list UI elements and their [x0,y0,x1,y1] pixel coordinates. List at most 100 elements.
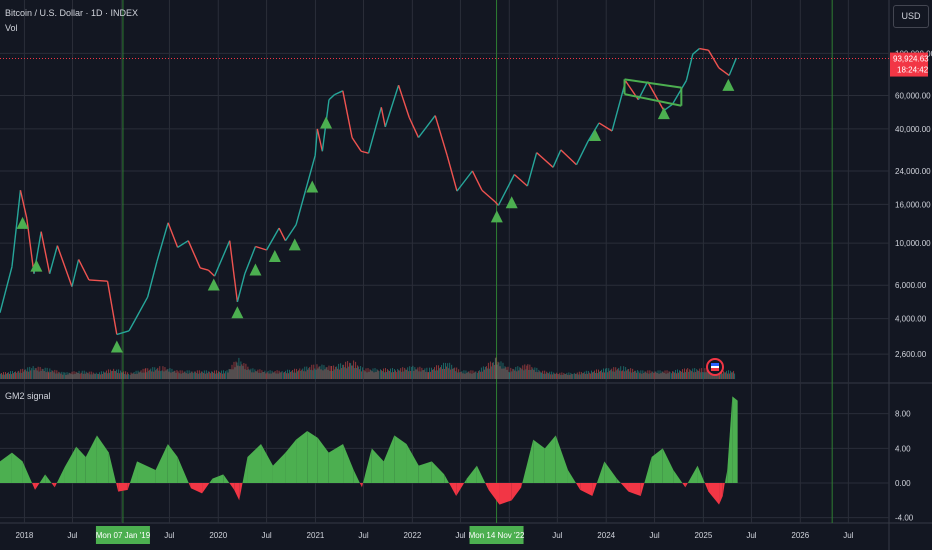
signal-segment [719,483,723,505]
volume-bar [26,371,28,379]
volume-bar [261,370,263,379]
volume-bar [222,373,224,379]
volume-bar [698,371,700,379]
volume-bar [279,372,281,379]
price-tick-label: 6,000.00 [895,281,927,290]
volume-bar [267,370,269,379]
indicator-label[interactable]: GM2 signal [5,391,51,401]
signal-segment [229,483,235,490]
volume-bar [241,364,243,379]
price-tag-value: 93,924.63 [893,55,929,64]
volume-bar [506,369,508,379]
volume-bar [608,368,610,379]
volume-bar [288,373,290,379]
volume-bar [172,371,174,379]
price-segment [560,149,577,166]
volume-bar [454,367,456,379]
volume-bar [663,372,665,379]
volume-bar [27,367,29,379]
volume-bar [58,371,60,379]
crosshair-date-label: Mon 07 Jan '19 [96,531,151,540]
volume-bar [18,370,20,379]
symbol-title[interactable]: Bitcoin / U.S. Dollar · 1D · INDEX [5,8,139,18]
volume-bar [639,373,641,379]
volume-bar [93,373,95,379]
volume-bar [63,372,65,379]
crosshair-date-box [469,526,524,544]
volume-bar [349,362,351,379]
volume-bar [642,370,644,379]
volume-bar [596,369,598,379]
signal-segment [628,483,641,496]
volume-bar [675,373,677,379]
volume-bar [655,371,657,379]
volume-bar [348,366,350,379]
volume-bar [449,362,451,379]
volume-bar [507,366,509,379]
volume-bar [645,371,647,379]
volume-bar [451,364,453,379]
volume-bar [382,368,384,379]
volume-bar [404,367,406,379]
signal-segment [45,474,52,483]
volume-bar [253,372,255,379]
price-segment [295,190,307,225]
volume-bar [647,370,649,379]
volume-bar [413,370,415,379]
volume-bar [621,371,623,379]
volume-bar [363,370,365,379]
volume-bar [66,372,68,379]
volume-bar [201,371,203,379]
volume-bar [122,372,124,379]
volume-bar [228,369,230,379]
volume-label[interactable]: Vol [5,23,18,33]
volume-bar [260,373,262,379]
volume-bar [512,368,514,379]
volume-bar [424,368,426,379]
volume-bar [163,371,165,379]
volume-bar [311,364,313,379]
signal-segment [155,444,168,483]
buy-signal-marker [16,216,29,229]
price-segment [494,201,499,206]
volume-bar [590,373,592,379]
volume-bar [705,372,707,379]
volume-bar [149,369,151,379]
volume-bar [484,367,486,379]
volume-bar [696,369,698,379]
volume-bar [303,371,305,379]
volume-bar [319,366,321,379]
signal-segment [651,448,663,483]
volume-bar [362,367,364,379]
volume-bar [236,362,238,379]
volume-bar [442,368,444,379]
volume-bar [394,370,396,379]
price-segment [88,279,108,282]
signal-segment [722,483,725,496]
volume-bar [555,373,557,379]
volume-bar [727,373,729,379]
volume-bar [81,370,83,379]
volume-bar [498,362,500,379]
volume-bar [224,373,226,379]
volume-bar [54,369,56,379]
volume-bar [0,373,1,379]
volume-bar [135,370,137,379]
volume-bar [337,368,339,379]
volume-bar [132,373,134,379]
currency-button[interactable]: USD [893,5,929,28]
volume-bar [503,368,505,379]
volume-bar [481,371,483,379]
volume-bar [341,368,343,379]
volume-bar [242,366,244,379]
volume-bar [387,370,389,379]
volume-bar [110,371,112,379]
price-segment [304,155,316,191]
volume-bar [419,366,421,379]
price-segment [255,245,267,251]
volume-bar [513,369,515,379]
volume-bar [192,373,194,379]
signal-segment [567,470,576,483]
volume-bar [534,367,536,379]
signal-segment [533,439,545,483]
